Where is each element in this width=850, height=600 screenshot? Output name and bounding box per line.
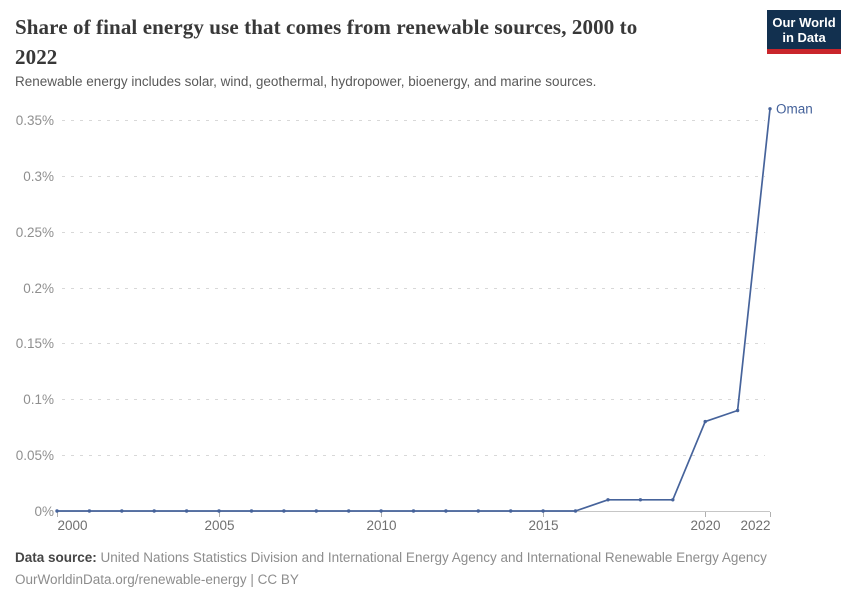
y-axis-tick-label: 0.3% [23,169,54,184]
data-point[interactable] [735,408,740,413]
x-axis-tick-label: 2020 [690,518,720,533]
y-axis-tick-label: 0.35% [16,113,54,128]
owid-logo-line2: in Data [782,30,826,45]
chart-subtitle: Renewable energy includes solar, wind, g… [15,74,597,89]
data-line[interactable] [56,107,771,512]
data-point[interactable] [573,509,578,513]
y-axis-tick-label: 0.25% [16,225,54,240]
owid-logo-line1: Our World [772,15,836,30]
license-line[interactable]: OurWorldinData.org/renewable-energy | CC… [15,571,299,587]
x-axis-tick-label: 2010 [366,518,396,533]
data-point[interactable] [379,509,383,513]
data-point[interactable] [768,107,772,111]
data-point[interactable] [347,509,351,513]
data-point[interactable] [120,509,124,513]
data-point[interactable] [476,509,480,513]
data-point[interactable] [509,509,513,513]
data-point[interactable] [638,498,643,502]
data-point[interactable] [249,509,254,513]
y-axis-tick-label: 0.2% [23,281,54,296]
owid-logo: Our World in Data [767,10,841,54]
x-axis-tick-label: 2015 [528,518,558,533]
data-point[interactable] [152,509,156,513]
data-point[interactable] [282,509,286,513]
data-point[interactable] [87,509,92,513]
data-source-line: Data source: United Nations Statistics D… [15,547,835,569]
data-point[interactable] [217,509,221,513]
data-point[interactable] [606,498,610,502]
series-end-label[interactable]: Oman [776,101,813,116]
data-point[interactable] [541,509,545,513]
chart-title: Share of final energy use that comes fro… [15,15,638,69]
data-point[interactable] [671,498,675,502]
x-axis-tick-label: 2022 [740,518,770,533]
data-source-text: United Nations Statistics Division and I… [96,550,767,565]
data-point[interactable] [444,509,448,513]
x-axis-tick-label: 2000 [58,518,88,533]
x-axis-tick-label: 2005 [204,518,234,533]
y-axis-tick-label: 0.15% [16,336,54,351]
data-point[interactable] [184,509,189,513]
data-point[interactable] [314,509,318,513]
data-point[interactable] [411,509,416,513]
y-axis-tick-label: 0% [34,504,54,519]
y-axis-tick-label: 0.05% [16,448,54,463]
data-source-label: Data source: [15,550,97,565]
data-point[interactable] [55,509,59,513]
data-point[interactable] [703,419,707,424]
chart-footer: Data source: United Nations Statistics D… [15,547,835,590]
y-axis-tick-label: 0.1% [23,392,54,407]
